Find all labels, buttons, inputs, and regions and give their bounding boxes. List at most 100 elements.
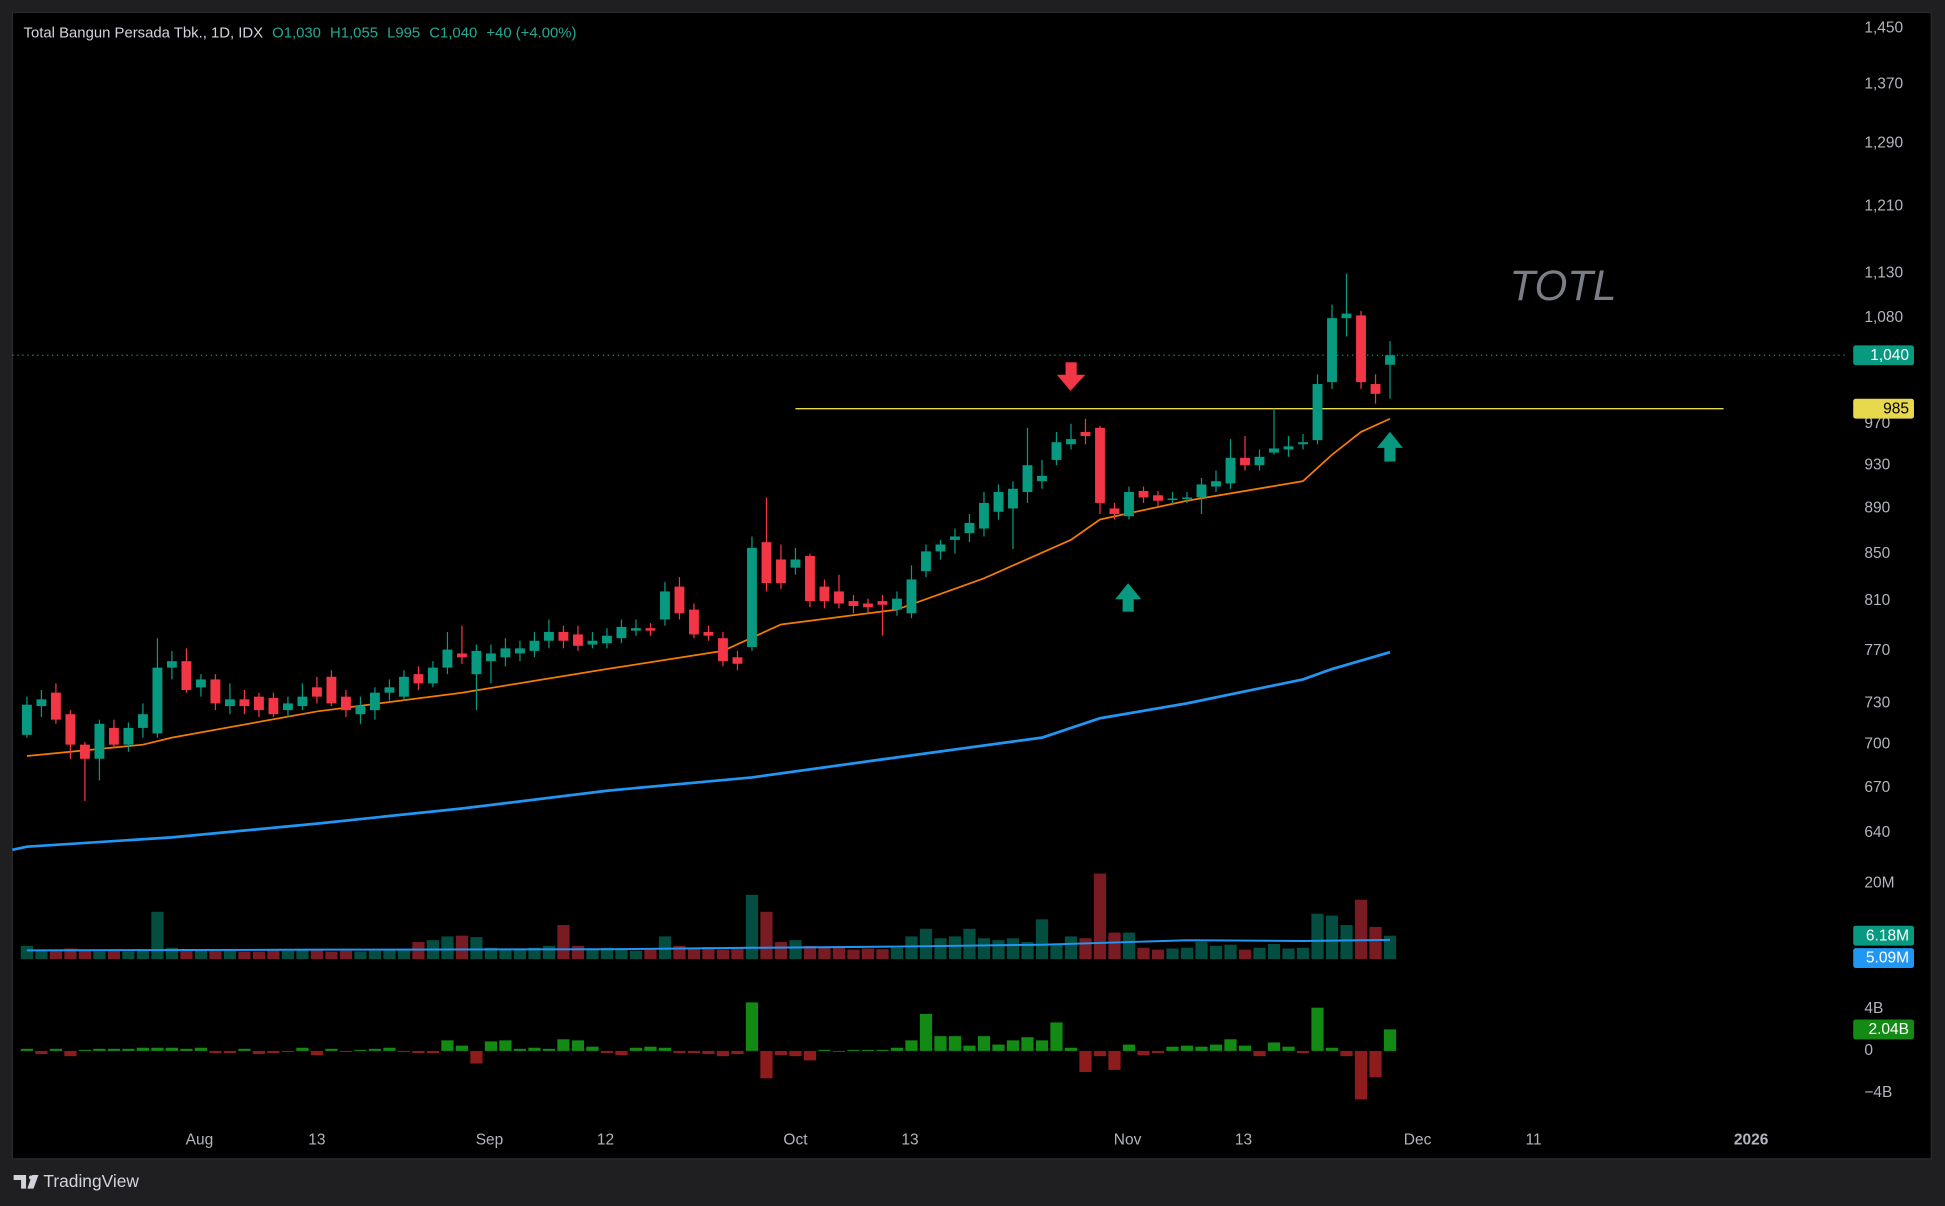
candle-body xyxy=(1196,484,1207,498)
header-open: O1,030 xyxy=(272,25,321,41)
flow-bar xyxy=(1383,1029,1397,1051)
candle-body xyxy=(1240,457,1250,466)
y-tick-label: 1,210 xyxy=(1864,197,1903,214)
volume-bar xyxy=(600,947,614,960)
volume-bar xyxy=(615,950,628,960)
candle-body xyxy=(616,626,627,639)
flow-bar xyxy=(397,1050,411,1052)
candle-body xyxy=(486,653,496,662)
x-tick-label: 12 xyxy=(597,1131,614,1148)
y-tick-label: −4B xyxy=(1864,1084,1892,1101)
last-price-label-text: 1,040 xyxy=(1870,347,1909,364)
flow-bar xyxy=(745,1002,759,1051)
candle-body xyxy=(631,628,641,631)
volume-bar xyxy=(1093,873,1107,960)
flow-bar xyxy=(426,1050,440,1054)
candle-body xyxy=(239,699,250,707)
y-tick-label: 1,370 xyxy=(1864,75,1903,92)
volume-bar xyxy=(847,949,860,960)
candle-body xyxy=(848,601,859,606)
candle-body xyxy=(224,699,235,707)
candle-body xyxy=(1066,439,1076,445)
y-tick-label: 810 xyxy=(1864,592,1890,609)
volume-bar xyxy=(470,937,483,960)
volume-bar xyxy=(934,938,947,960)
candle-body xyxy=(993,492,1004,512)
flow-bar xyxy=(412,1050,425,1054)
chart-background xyxy=(11,11,1932,1160)
flow-bar xyxy=(1253,1050,1266,1057)
candle-body xyxy=(1051,442,1062,460)
flow-bar xyxy=(1282,1046,1295,1051)
volume-bar xyxy=(1195,942,1208,960)
x-tick-label: Sep xyxy=(476,1131,504,1148)
header-close: C1,040 xyxy=(429,25,477,41)
flow-bar xyxy=(136,1047,150,1051)
last-price-label: 1,040 xyxy=(1853,345,1914,366)
volume-bar xyxy=(1137,947,1150,960)
flow-bar xyxy=(267,1050,280,1054)
volume-bar xyxy=(1006,938,1020,960)
candle-body xyxy=(935,544,946,552)
volume-bar xyxy=(1311,913,1324,960)
candle-body xyxy=(1153,495,1163,501)
flow-bar xyxy=(78,1049,92,1051)
flow-bar xyxy=(1354,1050,1368,1100)
level-label-bg xyxy=(1853,398,1914,419)
volume-bar xyxy=(354,951,367,960)
candle-body xyxy=(94,723,105,759)
flow-bar xyxy=(832,1050,846,1052)
x-tick-label: Dec xyxy=(1404,1131,1432,1148)
candle-body xyxy=(529,640,540,651)
volume-bar xyxy=(716,949,730,960)
candle-body xyxy=(776,559,786,584)
volume-bar xyxy=(1122,932,1136,960)
candle-body xyxy=(123,727,134,745)
y-tick-label: 1,080 xyxy=(1864,309,1903,326)
candle-body xyxy=(1312,384,1323,441)
volume-bar xyxy=(774,942,788,960)
volume-bar xyxy=(136,950,150,960)
volume-bar xyxy=(78,949,92,960)
volume-bar xyxy=(513,948,527,960)
candle-body xyxy=(718,638,728,662)
flow-bar xyxy=(716,1050,730,1057)
volume-bar xyxy=(919,928,933,960)
flow-bar xyxy=(905,1040,918,1051)
volume-bar xyxy=(310,949,324,960)
candle-body xyxy=(152,667,163,734)
flow-bar xyxy=(310,1050,324,1056)
y-tick-label: 730 xyxy=(1864,694,1890,711)
candle-body xyxy=(602,635,612,644)
candle-body xyxy=(1341,313,1352,319)
candle-body xyxy=(442,649,453,668)
flow-bar xyxy=(339,1050,353,1052)
moving-average xyxy=(12,650,1391,852)
candle-body xyxy=(906,579,917,614)
flow-bar xyxy=(702,1050,715,1055)
candle-body xyxy=(689,609,699,635)
level-label: 985 xyxy=(1853,398,1914,419)
volume-bar xyxy=(122,951,135,960)
volume-bar xyxy=(107,950,121,960)
flow-bar xyxy=(1137,1050,1150,1056)
y-tick-label: 930 xyxy=(1864,456,1890,473)
arrow-down xyxy=(1056,362,1086,391)
volume-bar xyxy=(281,950,295,960)
y-tick-label: 4B xyxy=(1864,1000,1883,1017)
volume-bar xyxy=(745,894,759,960)
candle-body xyxy=(544,631,554,641)
volume-bar xyxy=(803,945,817,960)
flow-bar xyxy=(948,1036,962,1051)
candle-body xyxy=(297,696,308,707)
header: Total Bangun Persada Tbk., 1D, IDX O1,03… xyxy=(24,25,577,41)
header-low: L995 xyxy=(387,25,420,41)
volume-bar xyxy=(977,938,991,960)
volume-bar xyxy=(1151,949,1165,960)
volume-bar xyxy=(325,951,338,960)
flow-bar xyxy=(1209,1044,1223,1051)
flow-bar xyxy=(1340,1050,1353,1057)
flow-bar xyxy=(861,1049,875,1051)
candle-body xyxy=(819,586,830,602)
